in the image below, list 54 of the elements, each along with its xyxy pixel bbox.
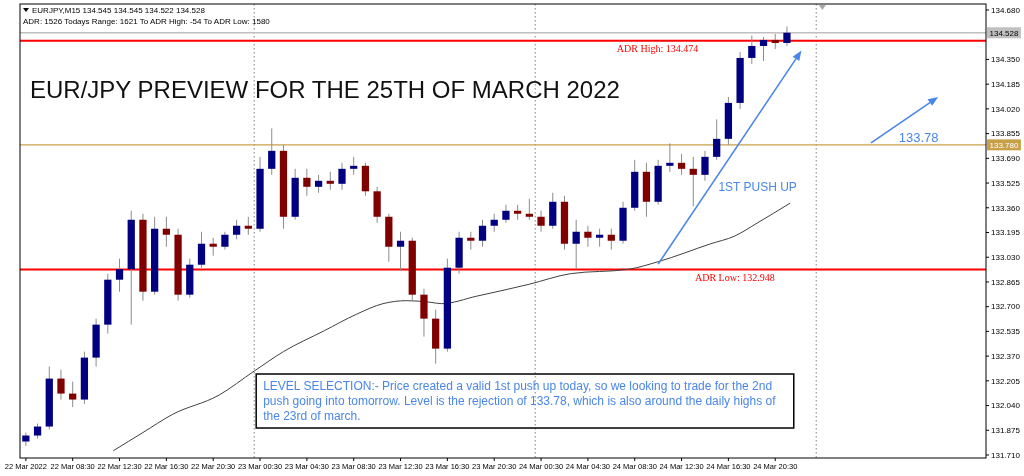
candlestick bbox=[701, 150, 709, 182]
y-tick-label: 134.020 bbox=[991, 104, 1021, 114]
y-tick-label: 134.185 bbox=[991, 79, 1021, 89]
y-tick-label: 134.350 bbox=[991, 55, 1021, 65]
candlestick bbox=[396, 231, 405, 272]
y-tick-label: 133.855 bbox=[991, 129, 1021, 139]
ref-line-label: ADR Low: 132.948 bbox=[694, 271, 775, 283]
candlestick bbox=[525, 198, 533, 221]
candlestick bbox=[232, 219, 241, 240]
candlestick bbox=[748, 34, 756, 65]
candlestick bbox=[268, 127, 276, 176]
y-tick-label: 133.525 bbox=[991, 178, 1021, 188]
candlestick bbox=[689, 156, 697, 207]
candlestick bbox=[713, 118, 721, 161]
candlestick bbox=[22, 432, 30, 447]
y-tick-label: 131.875 bbox=[991, 426, 1021, 436]
candlestick bbox=[666, 142, 674, 173]
y-tick-label: 132.370 bbox=[991, 351, 1021, 361]
ref-line-label: ADR High: 134.474 bbox=[616, 42, 699, 54]
candlestick bbox=[759, 36, 768, 62]
candlestick bbox=[162, 216, 170, 248]
y-tick-label: 133.690 bbox=[991, 154, 1021, 164]
candlestick bbox=[584, 225, 592, 248]
candlestick bbox=[549, 192, 557, 230]
y-tick-label: 134.680 bbox=[991, 5, 1021, 15]
y-tick-label: 132.040 bbox=[991, 401, 1021, 411]
candlestick bbox=[420, 288, 428, 338]
annotation: 133.78 bbox=[898, 129, 939, 145]
y-tick-label: 133.195 bbox=[991, 228, 1021, 238]
line-series bbox=[113, 202, 791, 452]
annotation: LEVEL SELECTION:- Price created a valid 1st push up today, so we looking to trade for the 2nd push going into tomorrow. Level is the rejection of 133.78, which is also around the daily highs of the 23rd of march. bbox=[263, 379, 777, 424]
candlestick bbox=[197, 231, 206, 269]
candlestick bbox=[502, 204, 510, 224]
annotation: ADR: 1526 Todays Range: 1621 To ADR High: -54 To ADR Low: 1580 bbox=[23, 16, 271, 26]
candlestick bbox=[607, 228, 615, 251]
annotation: 1ST PUSH UP bbox=[718, 180, 797, 195]
y-tick-label: 132.700 bbox=[991, 302, 1021, 312]
candlestick bbox=[115, 258, 124, 293]
y-tick-label: 132.865 bbox=[991, 277, 1021, 287]
y-tick-label: 132.205 bbox=[991, 376, 1021, 386]
candlestick bbox=[783, 25, 791, 47]
text: EUR/JPY PREVIEW FOR THE 25TH OF MARCH 2022 bbox=[30, 76, 620, 103]
y-tick-label: 133.030 bbox=[991, 253, 1021, 263]
y-tick-label: 131.710 bbox=[991, 450, 1021, 460]
candlestick bbox=[338, 162, 346, 191]
y-tick-label: 133.360 bbox=[991, 203, 1021, 213]
y-tick-label: 132.535 bbox=[991, 327, 1021, 337]
candlestick bbox=[303, 168, 311, 197]
chart-subtitle: EURJPY,M15 134.545 134.545 134.522 134.528 bbox=[32, 5, 206, 15]
candlestick bbox=[69, 381, 77, 408]
candlestick bbox=[677, 153, 686, 176]
candlestick bbox=[478, 219, 487, 248]
candlestick bbox=[572, 219, 580, 270]
candlestick bbox=[57, 369, 65, 401]
